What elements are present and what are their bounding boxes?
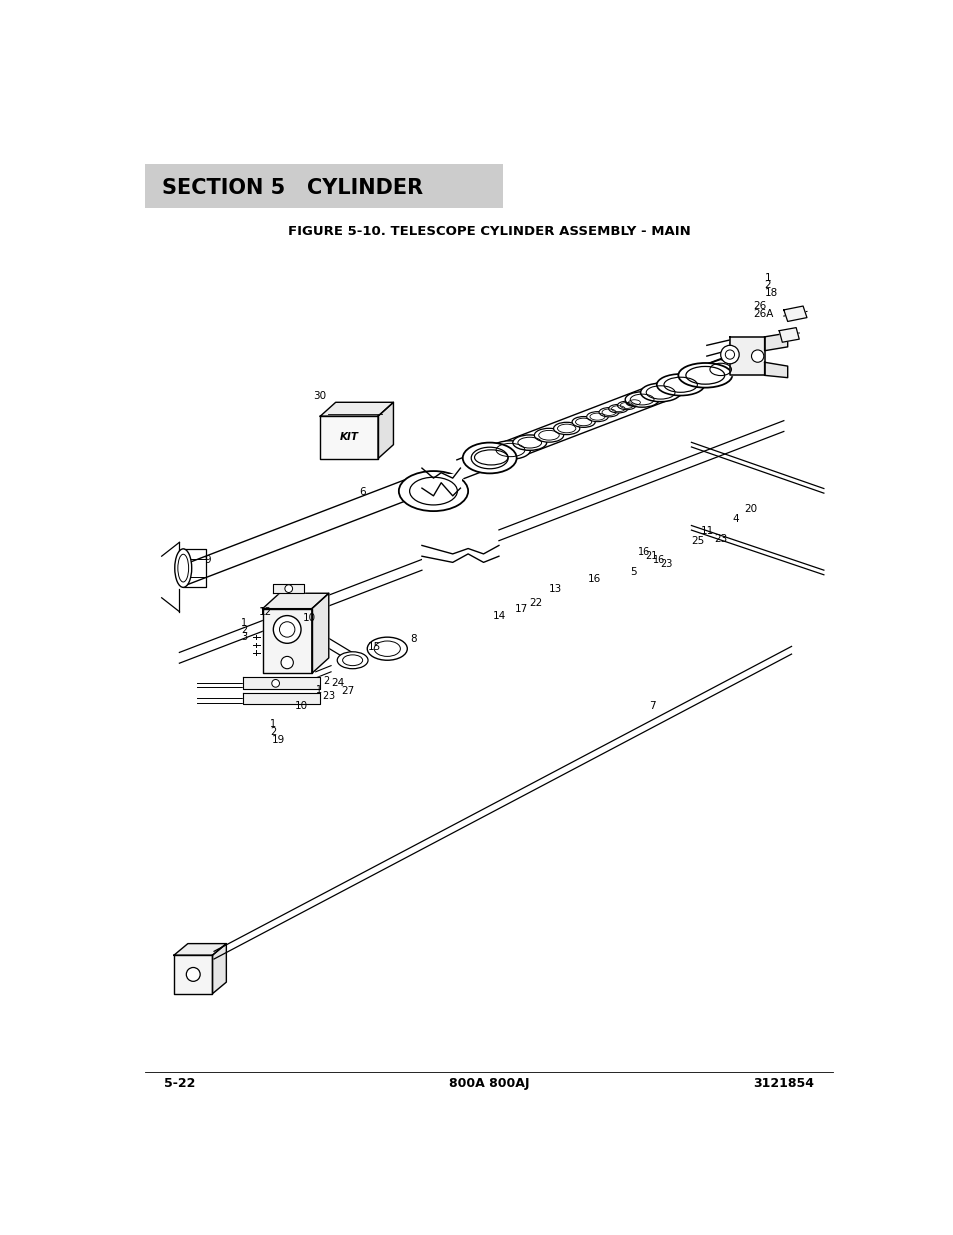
Polygon shape (729, 337, 763, 375)
Text: KIT: KIT (339, 432, 358, 442)
Ellipse shape (553, 422, 579, 435)
Ellipse shape (398, 471, 468, 511)
Text: 8: 8 (410, 635, 416, 645)
Polygon shape (183, 548, 206, 588)
Text: 27: 27 (341, 687, 354, 697)
Ellipse shape (656, 374, 703, 395)
Circle shape (281, 656, 293, 668)
Text: 18: 18 (763, 288, 777, 298)
Ellipse shape (490, 441, 530, 459)
Polygon shape (312, 593, 329, 673)
Polygon shape (779, 327, 799, 342)
Text: 10: 10 (302, 613, 315, 622)
Bar (421, 546, 461, 564)
Text: 2: 2 (323, 676, 330, 685)
Text: 24: 24 (331, 678, 344, 688)
Text: 5: 5 (629, 567, 636, 577)
Text: 2: 2 (241, 625, 247, 635)
Text: 1: 1 (315, 684, 321, 694)
Polygon shape (320, 403, 393, 416)
Polygon shape (213, 944, 226, 994)
Text: 800A 800AJ: 800A 800AJ (448, 1077, 529, 1091)
Text: FIGURE 5-10. TELESCOPE CYLINDER ASSEMBLY - MAIN: FIGURE 5-10. TELESCOPE CYLINDER ASSEMBLY… (287, 225, 690, 238)
Text: 12: 12 (258, 606, 272, 616)
Circle shape (751, 350, 763, 362)
Text: 23: 23 (659, 559, 672, 569)
Text: 6: 6 (358, 488, 365, 498)
Text: 4: 4 (732, 514, 738, 525)
Circle shape (720, 346, 739, 364)
Text: 19: 19 (272, 735, 285, 745)
Text: 25: 25 (691, 536, 704, 546)
Text: 2: 2 (270, 727, 276, 737)
Text: 30: 30 (313, 391, 326, 401)
Polygon shape (173, 955, 213, 994)
Ellipse shape (174, 548, 192, 588)
Ellipse shape (598, 408, 618, 417)
Circle shape (285, 585, 293, 593)
Bar (145, 163, 502, 209)
Polygon shape (377, 403, 393, 458)
Circle shape (186, 967, 200, 982)
Ellipse shape (608, 404, 627, 412)
Text: 15: 15 (368, 642, 381, 652)
Polygon shape (705, 359, 735, 379)
Text: 14: 14 (493, 611, 505, 621)
Text: 11: 11 (700, 526, 713, 536)
Text: 7: 7 (648, 701, 655, 711)
Polygon shape (320, 416, 377, 458)
Polygon shape (243, 693, 319, 704)
Ellipse shape (625, 399, 642, 406)
Text: 1: 1 (270, 719, 276, 729)
Text: 26: 26 (752, 301, 765, 311)
Text: 9: 9 (205, 556, 212, 566)
Ellipse shape (617, 401, 636, 410)
Ellipse shape (534, 429, 563, 442)
Polygon shape (763, 362, 787, 378)
Text: 2: 2 (321, 692, 328, 701)
Ellipse shape (513, 435, 546, 451)
Text: 3: 3 (241, 632, 247, 642)
Text: 13: 13 (548, 584, 561, 594)
Polygon shape (243, 677, 319, 689)
Text: 1: 1 (763, 273, 770, 283)
Text: 16: 16 (652, 556, 664, 566)
Ellipse shape (462, 442, 517, 473)
Text: 26A: 26A (752, 309, 773, 319)
Text: 22: 22 (529, 598, 542, 608)
Text: SECTION 5   CYLINDER: SECTION 5 CYLINDER (161, 178, 422, 199)
Text: 20: 20 (743, 504, 756, 514)
Text: 16: 16 (587, 574, 600, 584)
Ellipse shape (624, 391, 659, 408)
Text: 21: 21 (644, 551, 657, 561)
Circle shape (272, 679, 279, 687)
Ellipse shape (336, 652, 368, 668)
Ellipse shape (572, 416, 595, 427)
Text: 2: 2 (763, 280, 770, 290)
Text: 3121854: 3121854 (753, 1077, 814, 1091)
Bar (421, 473, 461, 494)
Polygon shape (262, 593, 329, 609)
Text: 3: 3 (328, 692, 334, 701)
Text: 10: 10 (294, 701, 308, 711)
Ellipse shape (367, 637, 407, 661)
Text: 1: 1 (241, 619, 247, 629)
Polygon shape (274, 584, 304, 593)
Ellipse shape (640, 383, 679, 401)
Polygon shape (173, 944, 226, 955)
Circle shape (274, 615, 301, 643)
Ellipse shape (586, 411, 608, 421)
Text: 23: 23 (714, 534, 727, 543)
Polygon shape (783, 306, 806, 321)
Polygon shape (763, 333, 787, 351)
Polygon shape (262, 609, 312, 673)
Text: 17: 17 (514, 604, 527, 614)
Ellipse shape (678, 363, 732, 388)
Text: 16: 16 (637, 547, 649, 557)
Ellipse shape (467, 447, 515, 468)
Text: 5-22: 5-22 (164, 1077, 195, 1091)
